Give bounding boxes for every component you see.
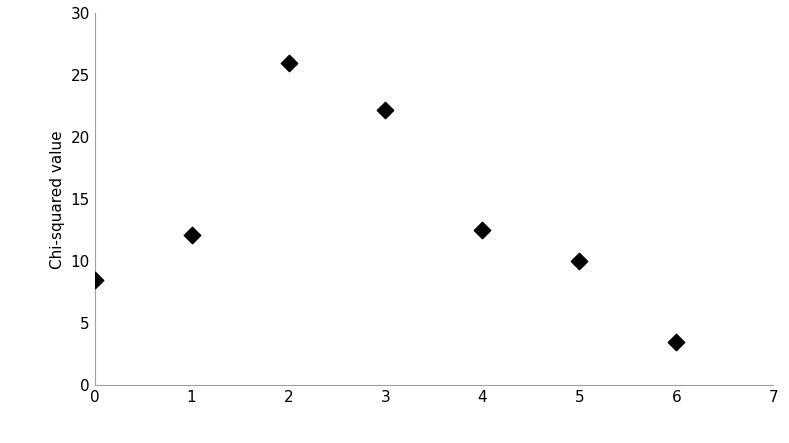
Y-axis label: Chi-squared value: Chi-squared value [50, 130, 65, 268]
Point [380, 106, 392, 113]
Point [88, 276, 101, 284]
Point [670, 338, 682, 346]
Point [476, 227, 488, 234]
Point [282, 59, 295, 66]
Point [185, 232, 198, 239]
Point [573, 258, 585, 265]
